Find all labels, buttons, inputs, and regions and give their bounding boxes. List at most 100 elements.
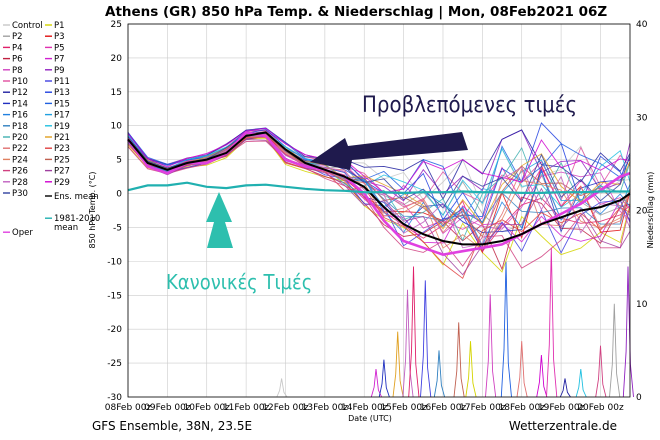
legend-label: P16 (12, 111, 28, 121)
y-tick-label: -15 (107, 291, 122, 301)
climate-mean-line (127, 181, 630, 195)
x-tick-label: 08Feb 00z (105, 403, 152, 413)
y-tick-label: 15 (111, 88, 122, 98)
precip-spike (370, 368, 383, 398)
x-tick-label: 15Feb 00z (380, 403, 427, 413)
precip-spike (420, 280, 432, 398)
legend-label: P26 (12, 167, 28, 177)
legend-label: P22 (12, 144, 28, 154)
y-tick-label: -10 (107, 257, 122, 267)
legend-label: P17 (54, 111, 70, 121)
precip-spike (378, 359, 390, 398)
legend-label: P5 (54, 43, 65, 53)
member-line (127, 127, 631, 218)
y-right-tick-label: 0 (636, 393, 642, 403)
precip-spike (276, 378, 288, 398)
x-tick-label: 09Feb 00z (144, 403, 191, 413)
legend-label: P15 (54, 99, 70, 109)
precip-spike (402, 289, 414, 398)
precip-spike (433, 350, 446, 398)
legend-label: mean (54, 223, 78, 233)
x-tick-label: 10Feb 00z (184, 403, 231, 413)
legend-label: Oper (12, 228, 33, 238)
y-tick-label: -20 (107, 325, 122, 335)
legend-label: P1 (54, 21, 65, 31)
legend-label: P3 (54, 32, 65, 42)
legend-label: P28 (12, 178, 28, 188)
y-right-tick-label: 40 (636, 20, 648, 30)
x-axis-label: Date (UTC) (348, 414, 392, 423)
plot-frame (127, 23, 631, 398)
legend-label: P29 (54, 178, 70, 188)
legend-label: P13 (54, 88, 70, 98)
chart-title: Athens (GR) 850 hPa Temp. & Niederschlag… (105, 4, 607, 20)
y-tick-label: -5 (113, 223, 122, 233)
x-tick-label: 19Feb 00z (538, 403, 585, 413)
precip-spike (453, 322, 465, 398)
temperature-series (126, 122, 631, 280)
legend-label: P19 (54, 122, 70, 132)
y-right-tick-label: 10 (636, 300, 648, 310)
legend-label: P21 (54, 133, 70, 143)
legend-label: P20 (12, 133, 28, 143)
legend-label: P2 (12, 32, 23, 42)
y-tick-label: 0 (116, 190, 122, 200)
legend-label: Control (12, 21, 43, 31)
member-line (127, 131, 631, 230)
footer-source: GFS Ensemble, 38N, 23.5E (92, 419, 252, 433)
legend-label: P27 (54, 167, 70, 177)
legend-label: P8 (12, 66, 23, 76)
legend-label: P24 (12, 155, 28, 165)
precip-spike (622, 266, 634, 398)
legend-label: P7 (54, 55, 65, 65)
legend-label: P6 (12, 55, 23, 65)
precip-spike (485, 294, 497, 398)
legend-label: P9 (54, 66, 65, 76)
x-tick-label: 20Feb 00z (577, 403, 624, 413)
y-tick-label: 20 (111, 54, 123, 64)
forecast-arrow (310, 132, 468, 170)
precip-spike (408, 266, 420, 398)
legend: Control P1 P2 P3 P4 P5 P6 P7 P8 P9 P10 P11 P12 P13 P14… (3, 21, 100, 238)
precip-spike (609, 303, 621, 398)
precip-spike (575, 368, 587, 398)
x-tick-label: 14Feb 00z (341, 403, 388, 413)
y-right-tick-label: 30 (636, 113, 648, 123)
precip-spike (559, 378, 571, 398)
legend-label: P25 (54, 155, 70, 165)
legend-label: P10 (12, 77, 28, 87)
y-axis-right-label: Niederschlag (mm) (646, 172, 655, 249)
y-tick-label: 10 (111, 122, 123, 132)
legend-label: P12 (12, 88, 28, 98)
axes: 25 20 15 10 5 0 -5 -10 -15 -20 -25 -30 40 30 20 10 0 08Fe… (105, 20, 648, 413)
x-tick-label: 18Feb 00z (499, 403, 546, 413)
legend-label: P4 (12, 43, 23, 53)
ensemble-mean-line (127, 131, 631, 246)
x-tick-label: 17Feb 00z (459, 403, 506, 413)
member-line (127, 127, 631, 201)
y-right-tick-label: 20 (636, 207, 648, 217)
legend-label: P18 (12, 122, 28, 132)
member-line (127, 131, 631, 209)
x-tick-label: 16Feb 00z (420, 403, 467, 413)
y-tick-label: -25 (107, 359, 122, 369)
x-tick-label: 11Feb 00z (223, 403, 270, 413)
legend-label: P23 (54, 144, 70, 154)
legend-label: Ens. mean (54, 192, 99, 202)
y-tick-label: 25 (111, 20, 122, 30)
legend-label: P14 (12, 99, 28, 109)
forecast-annotation: Προβλεπόμενες τιμές (362, 93, 577, 118)
precip-spike (392, 331, 404, 398)
precip-spike (465, 341, 477, 398)
y-tick-label: -30 (107, 393, 122, 403)
x-tick-label: 13Feb 00z (302, 403, 349, 413)
legend-label: 1981-2010 (54, 214, 100, 224)
legend-label: P30 (12, 189, 28, 199)
y-axis-left-label: 850 hPa Temp. (°C) (88, 171, 97, 248)
member-line (127, 132, 631, 217)
normal-annotation: Κανονικές Τιμές (166, 270, 312, 294)
legend-label: P11 (54, 77, 70, 87)
oper-line (126, 131, 631, 256)
x-tick-label: 12Feb 00z (262, 403, 309, 413)
